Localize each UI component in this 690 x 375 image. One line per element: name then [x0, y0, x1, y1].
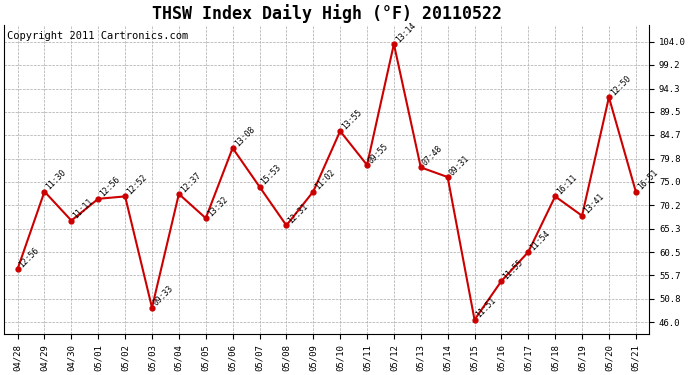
Text: 11:55: 11:55	[502, 257, 525, 281]
Text: 13:08: 13:08	[233, 124, 256, 148]
Text: 12:50: 12:50	[609, 74, 633, 97]
Text: 15:53: 15:53	[259, 163, 283, 187]
Text: 11:11: 11:11	[71, 197, 95, 220]
Text: 11:51: 11:51	[475, 296, 498, 320]
Text: 09:55: 09:55	[367, 141, 391, 165]
Text: 11:30: 11:30	[44, 168, 68, 192]
Text: 13:55: 13:55	[340, 108, 364, 131]
Text: 11:02: 11:02	[313, 168, 337, 192]
Text: Copyright 2011 Cartronics.com: Copyright 2011 Cartronics.com	[8, 31, 188, 41]
Text: 12:31: 12:31	[286, 202, 310, 225]
Text: 09:31: 09:31	[448, 153, 471, 177]
Text: 11:54: 11:54	[529, 228, 552, 252]
Text: 12:37: 12:37	[179, 170, 202, 194]
Text: 12:52: 12:52	[125, 173, 149, 196]
Text: 12:56: 12:56	[18, 245, 41, 269]
Text: 16:51: 16:51	[635, 168, 660, 192]
Text: 09:33: 09:33	[152, 284, 175, 308]
Text: 13:14: 13:14	[394, 21, 417, 44]
Text: 13:41: 13:41	[582, 192, 606, 216]
Text: 07:48: 07:48	[421, 144, 444, 167]
Text: 16:11: 16:11	[555, 173, 579, 196]
Text: 13:32: 13:32	[206, 195, 229, 218]
Title: THSW Index Daily High (°F) 20110522: THSW Index Daily High (°F) 20110522	[152, 4, 502, 23]
Text: 12:56: 12:56	[98, 175, 122, 199]
